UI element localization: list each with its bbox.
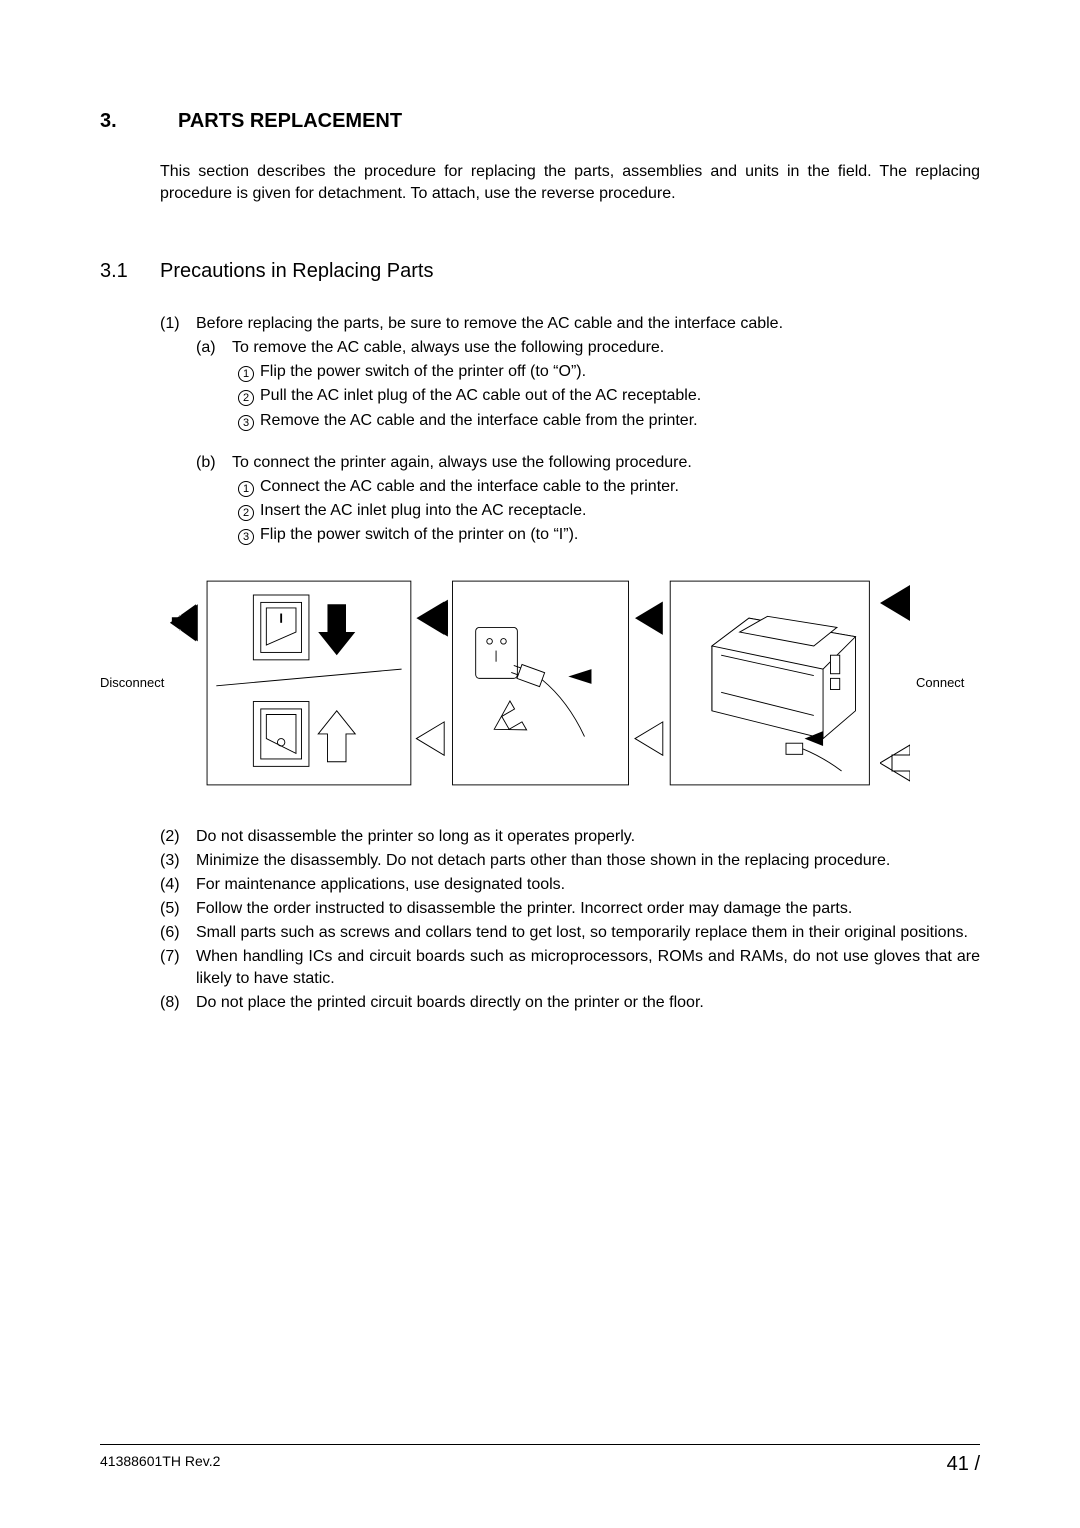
item-number: (2): [160, 826, 196, 848]
subsection-title: Precautions in Replacing Parts: [160, 260, 433, 283]
item-text: For maintenance applications, use design…: [196, 874, 980, 896]
list-item: (a) To remove the AC cable, always use t…: [196, 337, 980, 359]
list-item: (7) When handling ICs and circuit boards…: [160, 946, 980, 990]
item-text: Flip the power switch of the printer off…: [260, 361, 980, 383]
list-item: (2) Do not disassemble the printer so lo…: [160, 826, 980, 848]
precautions-list-cont: (2) Do not disassemble the printer so lo…: [160, 826, 980, 1015]
step-icon: 2: [232, 500, 260, 522]
item-text: To connect the printer again, always use…: [232, 452, 980, 474]
list-item: 3 Remove the AC cable and the interface …: [232, 410, 980, 432]
item-number: (7): [160, 946, 196, 990]
step-icon: 2: [232, 385, 260, 407]
item-number: (6): [160, 922, 196, 944]
list-item: (8) Do not place the printed circuit boa…: [160, 992, 980, 1014]
step-icon: 1: [232, 361, 260, 383]
figure-label-right: Connect: [916, 675, 980, 690]
item-text: When handling ICs and circuit boards suc…: [196, 946, 980, 990]
item-text: Flip the power switch of the printer on …: [260, 524, 980, 546]
item-text: Follow the order instructed to disassemb…: [196, 898, 980, 920]
item-number: (b): [196, 452, 232, 474]
list-item: (1) Before replacing the parts, be sure …: [160, 313, 980, 335]
intro-paragraph: This section describes the procedure for…: [160, 161, 980, 204]
list-item: 1 Flip the power switch of the printer o…: [232, 361, 980, 383]
footer-left: 41388601TH Rev.2: [100, 1453, 220, 1476]
item-text: Insert the AC inlet plug into the AC rec…: [260, 500, 980, 522]
list-item: 2 Pull the AC inlet plug of the AC cable…: [232, 385, 980, 407]
item-text: Pull the AC inlet plug of the AC cable o…: [260, 385, 980, 407]
item-number: (a): [196, 337, 232, 359]
precautions-list: (1) Before replacing the parts, be sure …: [160, 313, 980, 546]
step-icon: 1: [232, 476, 260, 498]
item-text: Connect the AC cable and the interface c…: [260, 476, 980, 498]
subsection-number: 3.1: [100, 260, 160, 283]
item-number: (4): [160, 874, 196, 896]
list-item: 2 Insert the AC inlet plug into the AC r…: [232, 500, 980, 522]
subsection-heading: 3.1 Precautions in Replacing Parts: [100, 260, 980, 283]
item-text: Minimize the disassembly. Do not detach …: [196, 850, 980, 872]
page-footer: 41388601TH Rev.2 41 /: [100, 1444, 980, 1476]
step-icon: 3: [232, 410, 260, 432]
list-item: (3) Minimize the disassembly. Do not det…: [160, 850, 980, 872]
step-icon: 3: [232, 524, 260, 546]
list-item: 3 Flip the power switch of the printer o…: [232, 524, 980, 546]
item-text: Before replacing the parts, be sure to r…: [196, 313, 980, 335]
item-text: Remove the AC cable and the interface ca…: [260, 410, 980, 432]
item-number: (8): [160, 992, 196, 1014]
arrow-solid-icon: [880, 583, 910, 623]
item-text: Do not disassemble the printer so long a…: [196, 826, 980, 848]
figure-svg: [170, 568, 874, 798]
section-number: 3.: [100, 110, 178, 133]
footer-page-number: 41 /: [947, 1453, 980, 1476]
item-number: (1): [160, 313, 196, 335]
figure-label-left: Disconnect: [100, 675, 164, 690]
item-number: (3): [160, 850, 196, 872]
list-item: (b) To connect the printer again, always…: [196, 452, 980, 474]
arrow-open-icon: [880, 743, 910, 783]
procedure-figure: Disconnect: [100, 568, 980, 798]
list-item: (5) Follow the order instructed to disas…: [160, 898, 980, 920]
section-title: PARTS REPLACEMENT: [178, 110, 402, 133]
item-text: Small parts such as screws and collars t…: [196, 922, 980, 944]
list-item: (6) Small parts such as screws and colla…: [160, 922, 980, 944]
item-number: (5): [160, 898, 196, 920]
item-text: To remove the AC cable, always use the f…: [232, 337, 980, 359]
list-item: 1 Connect the AC cable and the interface…: [232, 476, 980, 498]
section-heading: 3. PARTS REPLACEMENT: [100, 110, 980, 133]
list-item: (4) For maintenance applications, use de…: [160, 874, 980, 896]
item-text: Do not place the printed circuit boards …: [196, 992, 980, 1014]
